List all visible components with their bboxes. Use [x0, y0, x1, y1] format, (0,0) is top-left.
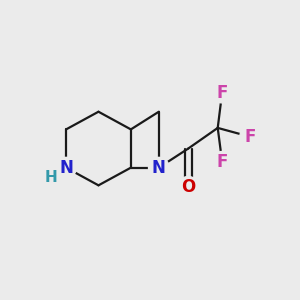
Text: F: F — [217, 84, 228, 102]
Text: H: H — [44, 170, 57, 185]
Text: O: O — [181, 178, 195, 196]
Circle shape — [240, 126, 260, 147]
Circle shape — [56, 158, 76, 178]
Circle shape — [212, 152, 232, 172]
Circle shape — [178, 176, 199, 197]
Circle shape — [148, 158, 169, 178]
Text: F: F — [244, 128, 256, 146]
Text: N: N — [59, 159, 73, 177]
Text: N: N — [152, 159, 166, 177]
Circle shape — [212, 82, 232, 103]
Text: F: F — [217, 153, 228, 171]
